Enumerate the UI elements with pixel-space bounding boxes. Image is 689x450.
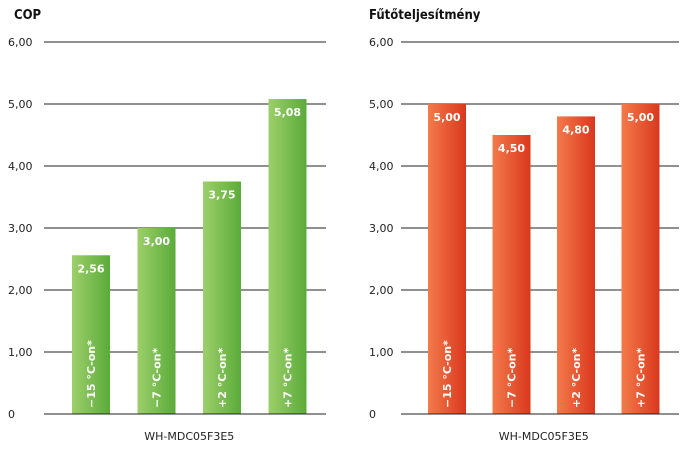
heating-capacity-chart: Fűtőteljesítmény 0 1,00 2,00 3,00 4,00 5,00 6,… xyxy=(345,0,689,450)
y-tick-label: 0 xyxy=(8,408,15,421)
bar xyxy=(428,104,466,414)
category-label: +2 °C-on* xyxy=(570,348,583,408)
category-label: +7 °C-on* xyxy=(635,348,648,408)
heating-capacity-chart-plot: 0 1,00 2,00 3,00 4,00 5,00 6,00 5,00 −15 °C-on* 4… xyxy=(369,36,679,443)
bar-value-label: 4,50 xyxy=(498,142,525,155)
bar-value-label: 3,75 xyxy=(208,189,235,202)
x-axis-label: WH-MDC05F3E5 xyxy=(499,430,589,443)
y-tick-label: 5,00 xyxy=(8,98,33,111)
bar xyxy=(557,116,595,415)
y-tick-label: 0 xyxy=(369,408,376,421)
category-label: −15 °C-on* xyxy=(441,340,454,408)
y-tick-label: 5,00 xyxy=(369,98,394,111)
category-label: +7 °C-on* xyxy=(282,348,295,408)
bar-value-label: 2,56 xyxy=(77,262,104,275)
y-tick-label: 2,00 xyxy=(369,284,394,297)
y-tick-label: 2,00 xyxy=(8,284,33,297)
bar xyxy=(492,135,531,414)
chart-title: Fűtőteljesítmény xyxy=(369,8,481,23)
bar xyxy=(137,228,176,414)
bar-value-label: 4,80 xyxy=(562,123,589,136)
category-label: −7 °C-on* xyxy=(151,348,164,408)
y-tick-label: 1,00 xyxy=(369,346,394,359)
y-tick-label: 1,00 xyxy=(8,346,33,359)
y-tick-label: 3,00 xyxy=(8,222,33,235)
x-axis-label: WH-MDC05F3E5 xyxy=(144,430,234,443)
y-tick-label: 4,00 xyxy=(8,160,33,173)
y-tick-label: 6,00 xyxy=(369,36,394,49)
bar xyxy=(203,181,241,414)
bar xyxy=(268,99,307,414)
chart-title: COP xyxy=(14,8,42,23)
bar-value-label: 3,00 xyxy=(143,235,170,248)
cop-chart-plot: 0 1,00 2,00 3,00 4,00 5,00 6,00 2,56 −15 °C-on* 3… xyxy=(8,36,326,443)
category-label: +2 °C-on* xyxy=(216,348,229,408)
bar-value-label: 5,00 xyxy=(627,111,654,124)
y-tick-label: 6,00 xyxy=(8,36,33,49)
bar-value-label: 5,00 xyxy=(433,111,460,124)
bar xyxy=(621,104,660,414)
y-tick-label: 3,00 xyxy=(369,222,394,235)
category-label: −7 °C-on* xyxy=(506,348,519,408)
cop-chart: COP 0 1,00 2,00 3,00 4,00 5,00 6,00 2,56 −15 °C-… xyxy=(8,8,326,443)
bar-value-label: 5,08 xyxy=(274,106,301,119)
bar xyxy=(72,255,110,414)
y-tick-label: 4,00 xyxy=(369,160,394,173)
category-label: −15 °C-on* xyxy=(85,340,98,408)
